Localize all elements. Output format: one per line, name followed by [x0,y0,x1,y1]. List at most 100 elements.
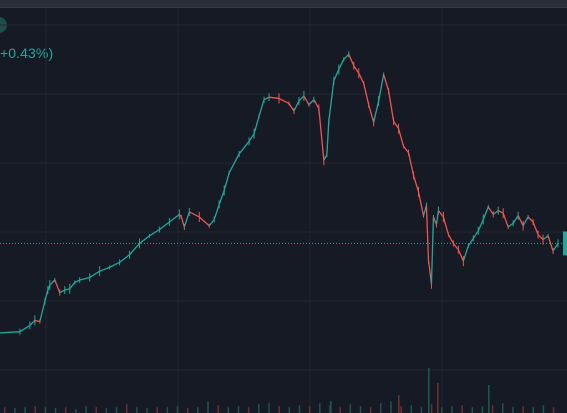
volume-bar-46 [471,407,474,413]
volume-bar-40 [410,405,413,413]
price-segment-98 [552,243,559,252]
volume-bar-0 [4,407,6,413]
price-chart[interactable] [0,8,567,413]
price-segment-92 [522,216,529,227]
volume-bar-38 [390,401,392,413]
volume-spike-3 [398,395,400,413]
volume-bar-36 [369,407,372,413]
price-segment-16 [99,266,110,272]
price-segment-89 [507,222,514,228]
price-segment-4 [34,319,41,323]
volume-bar-53 [542,405,545,413]
price-segment-11 [64,288,70,291]
price-segment-57 [363,83,370,105]
price-segment-83 [477,219,484,232]
price-segment-13 [74,279,81,284]
price-segment-50 [328,80,335,122]
price-segment-45 [308,99,315,106]
volume-bar-31 [319,403,321,413]
price-segment-3 [29,319,36,326]
price-segment-81 [467,238,474,247]
volume-bar-8 [85,406,87,413]
volume-bar-15 [156,407,158,413]
price-segment-9 [54,279,61,293]
price-segment-15 [89,270,100,279]
price-segment-35 [248,133,255,142]
price-segment-88 [502,212,509,228]
volume-bar-14 [146,408,148,413]
price-segment-80 [462,245,469,262]
price-segment-31 [218,190,225,205]
volume-bar-11 [115,407,118,413]
price-segment-84 [482,206,489,220]
price-segment-67 [412,175,420,192]
volume-bar-20 [207,401,209,413]
price-segment-38 [263,96,270,101]
price-segment-96 [542,235,549,241]
volume-bar-23 [237,406,240,413]
volume-spike-2 [488,385,490,413]
price-segment-52 [338,59,345,70]
price-segment-22 [159,221,170,231]
volume-bar-29 [298,405,301,413]
price-segment-39 [268,96,280,100]
price-segment-32 [223,172,230,191]
price-segment-93 [527,216,534,223]
volume-bar-26 [268,403,270,413]
price-segment-30 [213,204,220,220]
price-segment-27 [189,211,200,218]
price-segment-44 [303,95,310,106]
volume-bar-3 [34,406,36,413]
price-segment-65 [403,145,410,154]
price-segment-90 [512,215,519,224]
volume-bar-2 [24,407,26,413]
volume-bar-12 [125,404,128,413]
price-segment-55 [353,65,360,74]
price-segment-14 [79,276,90,281]
price-segment-82 [472,230,479,239]
volume-bar-27 [278,406,280,413]
price-segment-77 [447,234,454,244]
volume-bar-37 [380,403,382,413]
price-segment-68 [417,191,425,216]
price-segment-66 [407,152,415,176]
volume-spike-0 [428,368,430,413]
volume-bar-49 [502,403,504,413]
volume-bar-48 [491,405,494,413]
price-segment-17 [109,261,120,268]
price-segment-33 [228,153,240,174]
volume-bar-21 [217,405,219,413]
price-segment-18 [119,254,130,263]
price-segment-34 [238,140,250,155]
top-toolbar [0,0,567,8]
price-segment-21 [149,229,160,237]
volume-bar-5 [54,408,57,413]
price-segment-23 [168,213,180,223]
volume-bar-44 [451,406,453,413]
price-segment-51 [333,69,340,82]
volume-bar-17 [176,406,179,413]
chart-canvas[interactable] [0,8,567,413]
volume-bar-19 [197,407,199,413]
price-segment-42 [293,100,300,112]
price-segment-63 [393,120,400,130]
current-price-marker[interactable] [563,231,567,256]
price-segment-10 [59,289,66,294]
price-segment-56 [358,72,365,84]
volume-bar-10 [105,408,108,413]
price-segment-87 [497,210,504,214]
price-segment-28 [198,216,210,227]
price-segment-97 [547,235,554,252]
price-segment-53 [343,53,350,60]
price-segment-2 [19,324,31,333]
price-segment-29 [208,219,215,227]
volume-bar-32 [329,405,331,413]
volume-bar-6 [64,407,67,413]
price-segment-72 [430,216,435,284]
volume-bar-33 [339,407,341,413]
volume-spike-4 [330,401,332,413]
price-segment-94 [532,221,539,235]
price-segment-40 [278,97,290,105]
price-segment-91 [517,215,524,227]
volume-bar-16 [166,407,169,413]
